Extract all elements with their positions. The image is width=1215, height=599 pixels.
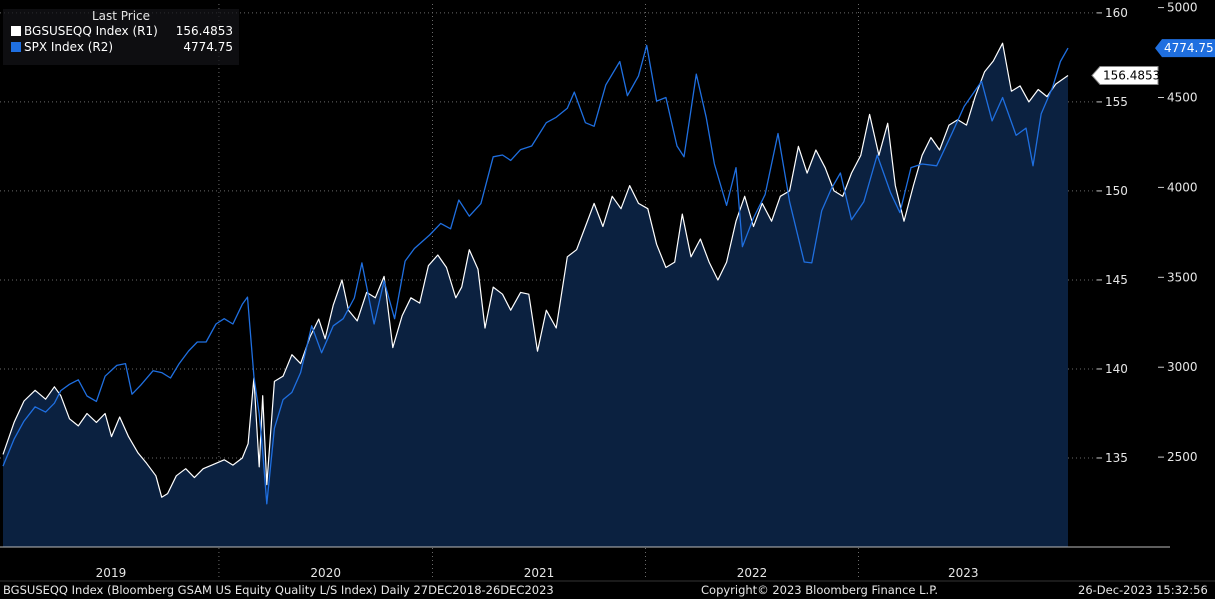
tags-layer: 156.4853 4774.75 (1091, 39, 1215, 85)
legend-label-bgsuseqq: BGSUSEQQ Index (R1) (24, 24, 158, 38)
r1-tick-label: 155 (1105, 95, 1128, 109)
last-value-tag-r2 (1155, 39, 1215, 58)
r2-tick-label: 5000 (1167, 1, 1198, 15)
r1-tick-label: 140 (1105, 362, 1128, 376)
legend-title: Last Price (91, 9, 151, 23)
year-label: 2021 (524, 566, 555, 580)
legend-row-spx: SPX Index (R2) 4774.75 (3, 40, 239, 56)
year-label: 2020 (310, 566, 341, 580)
footer-copyright: Copyright© 2023 Bloomberg Finance L.P. (701, 583, 938, 597)
year-label: 2022 (737, 566, 768, 580)
area-layer (3, 43, 1068, 547)
r1-tick-label: 160 (1105, 6, 1128, 20)
legend-value-spx: 4774.75 (183, 40, 233, 54)
r1-tick-label: 135 (1105, 451, 1128, 465)
r2-tick-label: 3500 (1167, 270, 1198, 284)
legend: Last Price BGSUSEQQ Index (R1) 156.4853 … (3, 9, 239, 65)
r2-tick-label: 2500 (1167, 450, 1198, 464)
series-area-bgsuseqq (3, 43, 1068, 547)
series-line-bgsuseqq (2, 42, 1069, 498)
year-label: 2023 (948, 566, 979, 580)
r1-tick-label: 150 (1105, 184, 1128, 198)
r2-tick-label: 3000 (1167, 360, 1198, 374)
legend-row-bgsuseqq: BGSUSEQQ Index (R1) 156.4853 (3, 24, 239, 40)
last-value-tag-r1 (1091, 65, 1159, 85)
footer-description: BGSUSEQQ Index (Bloomberg GSAM US Equity… (3, 583, 554, 597)
last-value-tag-r1-text: 156.4853 (1103, 68, 1160, 82)
axes-layer: 160 155 150 145 140 135 5000 4500 4000 3500 3000 25… (0, 1, 1215, 582)
r2-tick-label: 4000 (1167, 180, 1198, 194)
last-value-tag-r2-text: 4774.75 (1164, 41, 1214, 55)
legend-swatch-bgsuseqq (11, 26, 21, 36)
legend-value-bgsuseqq: 156.4853 (175, 24, 233, 38)
lines-layer (2, 42, 1069, 505)
legend-swatch-spx (11, 42, 21, 52)
footer-timestamp: 26-Dec-2023 15:32:56 (1078, 583, 1208, 597)
series-line-spx (2, 44, 1069, 505)
r2-tick-label: 4500 (1167, 90, 1198, 104)
legend-label-spx: SPX Index (R2) (24, 40, 114, 54)
year-label: 2019 (96, 566, 127, 580)
r1-tick-label: 145 (1105, 273, 1128, 287)
